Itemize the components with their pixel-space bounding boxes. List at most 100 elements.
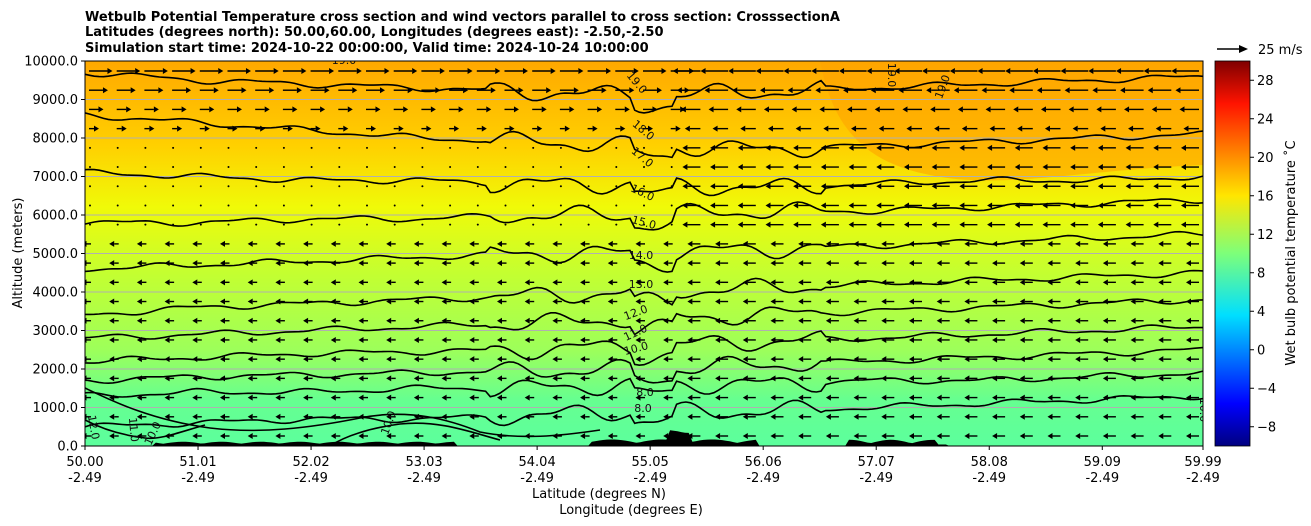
wind-vector — [793, 164, 812, 171]
wind-vector — [89, 166, 91, 169]
wind-vector — [964, 394, 978, 401]
wind-vector — [1186, 394, 1199, 401]
wind-vector — [1186, 279, 1199, 286]
wind-vector — [635, 336, 645, 343]
wind-vector — [1019, 356, 1033, 363]
wind-vector — [635, 375, 645, 382]
y-tick-label: 9000.0 — [33, 93, 79, 108]
wind-vector — [1102, 413, 1116, 420]
wind-vector — [303, 336, 313, 343]
colorbar-tick-label: 8 — [1257, 266, 1265, 281]
wind-vector — [172, 125, 183, 132]
wind-vector — [1097, 164, 1116, 171]
wind-vector — [421, 166, 424, 169]
wind-vector — [1181, 144, 1199, 151]
wind-vector — [985, 106, 1006, 113]
wind-vector — [682, 183, 701, 190]
wind-vector — [247, 375, 258, 382]
wind-vector — [1019, 317, 1033, 324]
wind-vector — [386, 279, 396, 286]
wind-vector — [192, 240, 202, 247]
wind-vector — [497, 260, 507, 267]
wind-vector — [798, 279, 812, 286]
terrain-orography — [85, 430, 1203, 446]
wind-vector — [227, 87, 247, 94]
wind-vector — [1070, 164, 1089, 171]
wind-vectors — [85, 68, 1199, 439]
contour-label: 14.0 — [629, 249, 654, 262]
wind-vector — [524, 413, 535, 420]
wind-vector — [552, 260, 562, 267]
wind-vector — [393, 166, 396, 169]
wind-vector — [825, 260, 839, 267]
wind-vector — [959, 183, 978, 190]
wind-vector — [504, 166, 507, 169]
wind-vector — [310, 125, 321, 132]
contour-line — [85, 419, 206, 440]
wind-vector — [559, 166, 562, 169]
wind-vector — [964, 413, 978, 420]
wind-vector — [643, 166, 645, 169]
wind-vector — [497, 317, 507, 324]
wind-vector — [338, 166, 341, 169]
contour-label: 8.0 — [634, 402, 652, 415]
wind-vector — [931, 202, 950, 209]
wind-vector — [282, 185, 285, 188]
wind-vector — [881, 336, 895, 343]
wind-vector — [964, 240, 978, 247]
x-tick-label-lon: -2.49 — [407, 471, 441, 486]
wind-vector — [413, 298, 424, 305]
wind-vector — [1130, 279, 1144, 286]
wind-vector — [687, 413, 701, 420]
wind-vector — [728, 68, 756, 74]
contour-line — [85, 269, 1203, 316]
wind-vector — [580, 375, 590, 382]
wind-vector — [441, 317, 452, 324]
wind-vector — [1019, 394, 1033, 401]
wind-vector — [282, 223, 285, 226]
x-tick-label-lon: -2.49 — [633, 471, 667, 486]
wind-vector — [934, 125, 950, 132]
wind-vector — [687, 298, 701, 305]
wind-vector — [587, 68, 612, 74]
wind-vector — [330, 336, 341, 343]
wind-vector — [1014, 144, 1033, 151]
wind-vector — [116, 223, 119, 226]
wind-vector — [587, 223, 590, 226]
wind-vector — [303, 375, 313, 382]
wind-vector — [338, 185, 341, 188]
wind-vector — [1130, 317, 1144, 324]
wind-vector — [199, 146, 202, 149]
wind-vector — [164, 240, 175, 247]
wind-vector — [687, 279, 701, 286]
x-tick-label-lon: -2.49 — [520, 471, 554, 486]
wind-vector — [930, 106, 950, 113]
wind-vector — [670, 125, 681, 132]
wind-vector — [1153, 221, 1172, 228]
wind-vector — [413, 336, 424, 343]
wind-vector — [894, 68, 922, 74]
wind-vector — [303, 240, 313, 247]
wind-vector — [144, 106, 159, 113]
wind-vector — [164, 336, 175, 343]
wind-vector — [607, 336, 618, 343]
wind-vector — [825, 240, 839, 247]
wind-vector — [715, 260, 729, 267]
wind-vector — [853, 433, 867, 439]
wind-vector — [992, 433, 1006, 439]
wind-vector — [902, 106, 922, 113]
y-tick-label: 0.0 — [57, 440, 78, 455]
wind-vector — [199, 125, 210, 132]
wind-vector — [386, 240, 396, 247]
wind-vector — [1175, 87, 1199, 94]
wind-vector — [497, 394, 507, 401]
wind-vector — [909, 375, 922, 382]
x-tick-label-lat: 56.06 — [745, 455, 782, 470]
wind-vector — [1151, 106, 1172, 113]
wind-vector — [227, 125, 238, 132]
wind-vector — [1042, 183, 1061, 190]
wind-vector — [820, 183, 839, 190]
wind-vector — [192, 356, 202, 363]
wind-vector — [964, 298, 978, 305]
wind-vector — [1047, 413, 1061, 420]
